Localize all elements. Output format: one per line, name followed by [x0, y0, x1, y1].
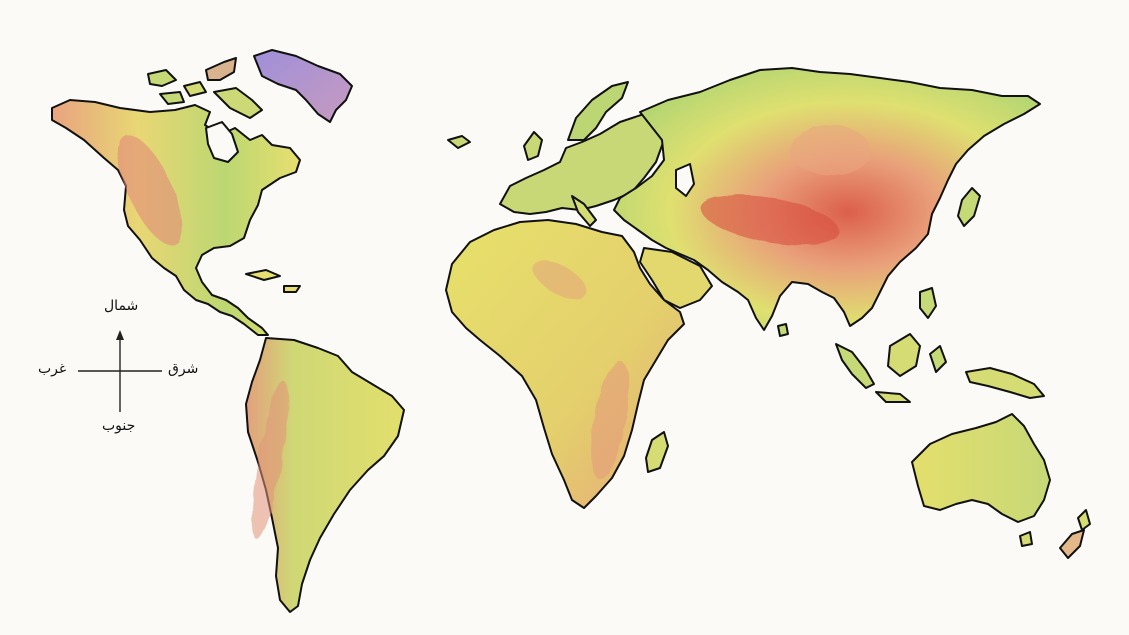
north-arrow-icon — [116, 330, 124, 340]
arabian-peninsula — [639, 247, 713, 309]
hudson-bay — [205, 121, 239, 163]
africa — [445, 219, 685, 509]
sulawesi — [929, 345, 947, 373]
arctic-island — [213, 87, 263, 119]
java — [875, 391, 911, 403]
asia — [613, 67, 1041, 331]
compass-east-label: شرق — [168, 361, 199, 377]
caribbean-island — [283, 285, 301, 293]
compass-rose — [78, 330, 162, 412]
new-guinea — [965, 367, 1045, 399]
borneo — [887, 333, 921, 377]
greenland — [253, 49, 353, 123]
tasmania — [1019, 531, 1033, 547]
scandinavia — [567, 81, 629, 141]
arctic-island — [183, 81, 207, 97]
new-zealand — [1059, 529, 1085, 559]
british-isles — [523, 131, 543, 161]
caspian-sea — [675, 163, 695, 197]
compass-south-label: جنوب — [102, 418, 136, 434]
new-zealand — [1077, 509, 1091, 531]
caribbean-island — [245, 269, 281, 281]
australia — [911, 413, 1051, 523]
compass-west-label: غرب — [38, 361, 67, 377]
japan — [957, 187, 981, 227]
philippines — [919, 287, 937, 319]
arctic-island — [159, 91, 185, 105]
madagascar — [645, 431, 669, 473]
sumatra — [835, 343, 875, 389]
iceland — [447, 135, 471, 149]
italy — [571, 195, 597, 227]
sri-lanka — [777, 323, 789, 337]
compass-north-label: شمال — [104, 298, 139, 314]
arctic-island — [205, 57, 237, 81]
relief-layer — [117, 125, 870, 539]
arctic-island — [147, 69, 177, 87]
